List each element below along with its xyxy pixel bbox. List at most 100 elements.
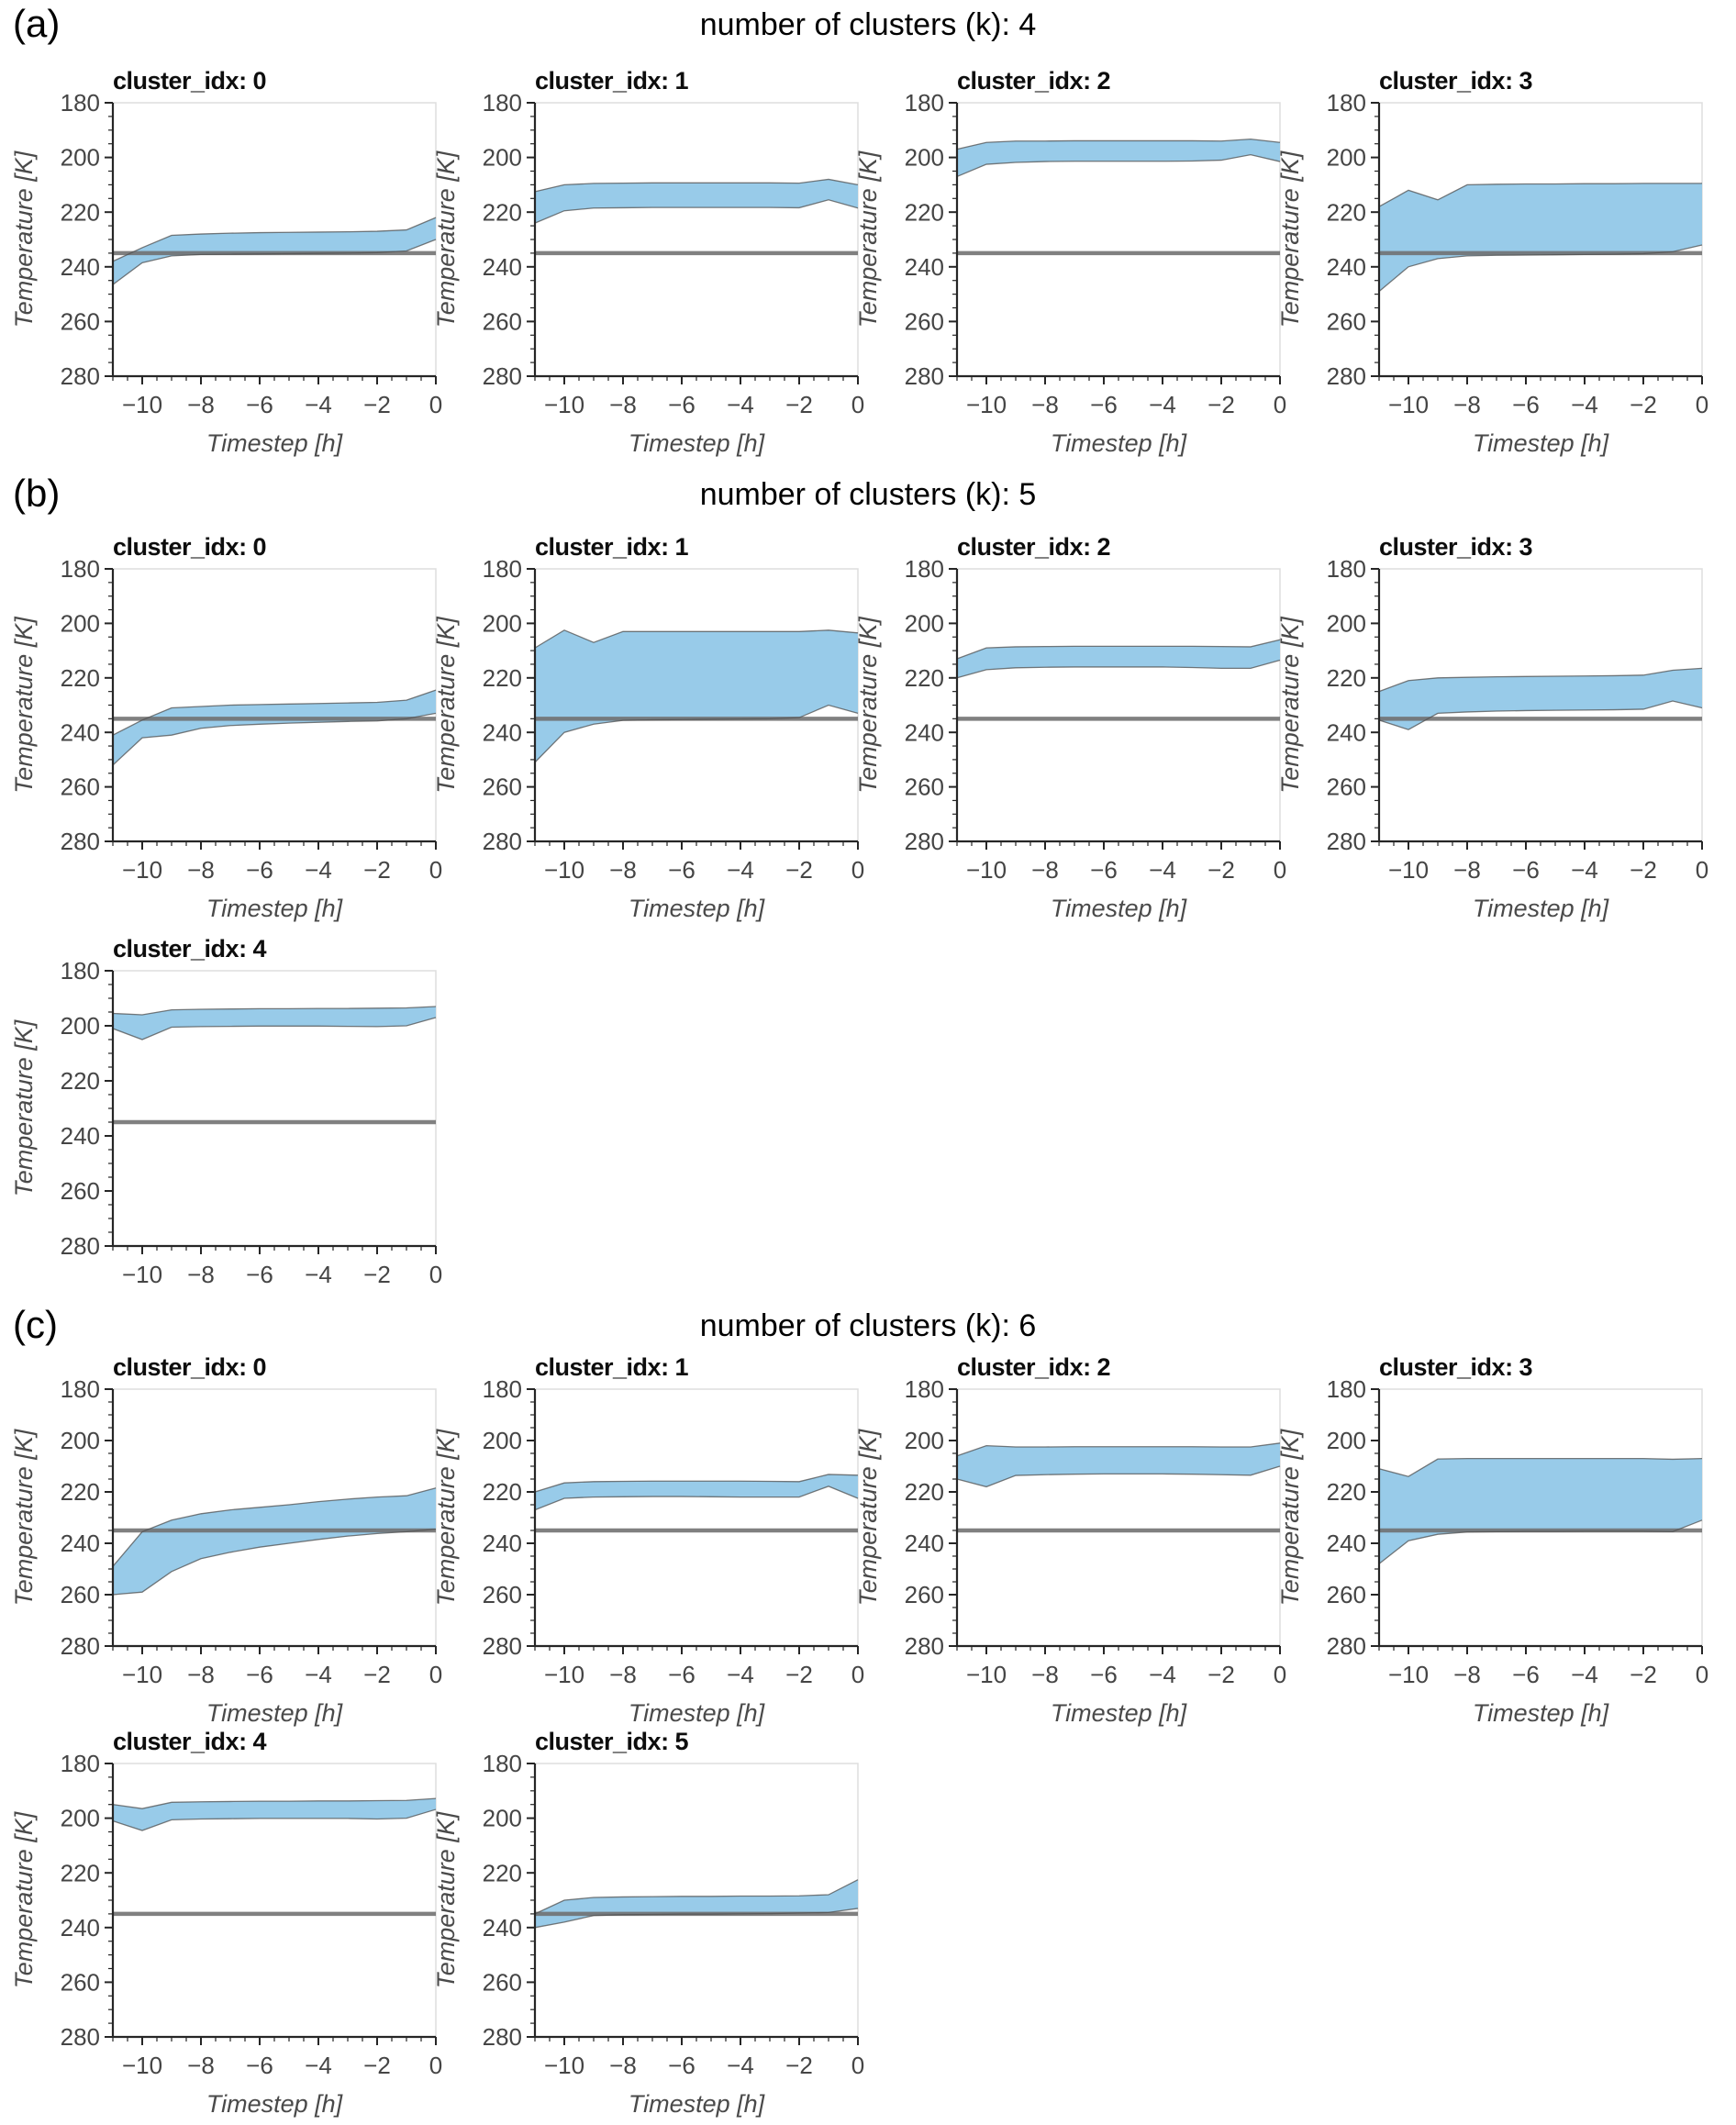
y-tick-label: 180: [905, 1375, 944, 1403]
y-tick-label: 220: [61, 1478, 100, 1506]
y-axis-label: Temperature [K]: [432, 1810, 460, 1988]
y-tick-label: 200: [905, 1427, 944, 1454]
x-axis-label: Timestep [h]: [1473, 429, 1610, 457]
x-tick-label: −10: [544, 1661, 584, 1688]
x-axis-label: Timestep [h]: [206, 429, 344, 457]
temperature-band: [535, 1879, 858, 1928]
x-axis-label: Timestep [h]: [206, 1699, 344, 1727]
y-tick-label: 280: [61, 828, 100, 855]
x-tick-label: −4: [305, 1661, 332, 1688]
x-tick-label: −4: [1571, 1661, 1598, 1688]
y-tick-label: 240: [905, 1530, 944, 1557]
subplot-title: cluster_idx: 3: [1379, 1353, 1533, 1381]
y-tick-label: 260: [483, 773, 522, 801]
x-tick-label: −10: [122, 1661, 162, 1688]
subplot-a-cluster-2: 180 200 220 240 260 280 −10 −8 −6 −4 −2 0 cluster_id…: [854, 67, 1286, 457]
y-tick-label: 180: [483, 555, 522, 583]
temperature-band: [957, 640, 1280, 678]
x-tick-label: −10: [122, 391, 162, 418]
x-tick-label: −6: [668, 856, 696, 884]
x-tick-label: −10: [1388, 391, 1429, 418]
y-axis-label: Temperature [K]: [1276, 616, 1304, 794]
x-tick-label: 0: [851, 391, 864, 418]
x-tick-label: −6: [1512, 391, 1540, 418]
y-tick-label: 240: [61, 1122, 100, 1150]
y-tick-label: 220: [905, 198, 944, 226]
x-tick-label: −8: [1453, 391, 1481, 418]
y-tick-label: 220: [483, 1478, 522, 1506]
temperature-band: [1379, 668, 1702, 730]
y-axis-label: Temperature [K]: [10, 150, 38, 328]
y-tick-label: 260: [483, 1969, 522, 1997]
x-tick-label: −4: [727, 856, 754, 884]
x-tick-label: −4: [1149, 391, 1176, 418]
y-tick-label: 220: [61, 1859, 100, 1886]
x-tick-label: 0: [1696, 391, 1708, 418]
y-axis-label: Temperature [K]: [1276, 1428, 1304, 1606]
subplot-b-cluster-0: 180 200 220 240 260 280 −10 −8 −6 −4 −2 0 cluster_id…: [10, 533, 442, 922]
y-tick-label: 180: [483, 89, 522, 117]
y-tick-label: 280: [483, 2023, 522, 2051]
x-axis-label: Timestep [h]: [1473, 895, 1610, 922]
x-tick-label: −2: [785, 1661, 813, 1688]
x-tick-label: −8: [609, 1661, 637, 1688]
y-tick-label: 200: [905, 610, 944, 638]
subplot-title: cluster_idx: 0: [113, 1353, 266, 1381]
x-tick-label: −8: [1031, 856, 1059, 884]
subplot-b-cluster-2: 180 200 220 240 260 280 −10 −8 −6 −4 −2 0 cluster_id…: [854, 533, 1286, 922]
y-tick-label: 280: [1327, 362, 1366, 390]
y-tick-label: 200: [1327, 1427, 1366, 1454]
subplot-a-cluster-0: 180 200 220 240 260 280 −10 −8 −6 −4 −2 0 cluster_id…: [10, 67, 442, 457]
subplot-b-cluster-4: 180 200 220 240 260 280 −10 −8 −6 −4 −2 0 cluster_id…: [10, 935, 442, 1288]
x-tick-label: −10: [544, 391, 584, 418]
x-tick-label: −2: [363, 2052, 391, 2079]
x-tick-label: 0: [1274, 391, 1286, 418]
x-tick-label: −2: [363, 1261, 391, 1288]
subplot-c-cluster-3: 180 200 220 240 260 280 −10 −8 −6 −4 −2 0 cluster_id…: [1276, 1353, 1708, 1727]
y-tick-label: 180: [905, 555, 944, 583]
y-tick-label: 260: [61, 773, 100, 801]
y-tick-label: 180: [1327, 555, 1366, 583]
y-tick-label: 240: [483, 718, 522, 746]
y-tick-label: 260: [905, 773, 944, 801]
y-tick-label: 180: [61, 1750, 100, 1777]
y-tick-label: 240: [61, 1914, 100, 1941]
y-tick-label: 220: [483, 1859, 522, 1886]
subplot-title: cluster_idx: 2: [957, 1353, 1110, 1381]
x-tick-label: 0: [429, 391, 442, 418]
x-tick-label: −10: [966, 856, 1007, 884]
y-tick-label: 260: [1327, 308, 1366, 336]
y-tick-label: 220: [61, 198, 100, 226]
subplot-title: cluster_idx: 4: [113, 935, 267, 962]
y-tick-label: 260: [1327, 1581, 1366, 1608]
y-axis-label: Temperature [K]: [854, 1428, 882, 1606]
x-axis-label: Timestep [h]: [629, 895, 766, 922]
x-tick-label: 0: [429, 1261, 442, 1288]
temperature-band: [1379, 1458, 1702, 1564]
x-tick-label: −10: [966, 1661, 1007, 1688]
x-tick-label: −6: [246, 391, 273, 418]
panel-a-header: number of clusters (k): 4: [699, 7, 1037, 42]
x-axis-label: Timestep [h]: [206, 895, 344, 922]
x-tick-label: −4: [305, 2052, 332, 2079]
x-tick-label: −8: [1031, 1661, 1059, 1688]
y-tick-label: 260: [61, 1581, 100, 1608]
x-tick-label: −2: [363, 856, 391, 884]
y-tick-label: 240: [483, 253, 522, 281]
x-tick-label: 0: [429, 856, 442, 884]
y-tick-label: 200: [61, 144, 100, 172]
x-tick-label: −10: [1388, 856, 1429, 884]
y-tick-label: 200: [1327, 610, 1366, 638]
subplot-c-cluster-5: 180 200 220 240 260 280 −10 −8 −6 −4 −2 0 cluster_id…: [432, 1728, 864, 2118]
x-tick-label: −6: [668, 1661, 696, 1688]
y-tick-label: 220: [61, 664, 100, 692]
x-tick-label: −2: [363, 391, 391, 418]
y-tick-label: 180: [483, 1375, 522, 1403]
subplot-a-cluster-1: 180 200 220 240 260 280 −10 −8 −6 −4 −2 0 cluster_id…: [432, 67, 864, 457]
x-tick-label: −2: [363, 1661, 391, 1688]
y-tick-label: 180: [483, 1750, 522, 1777]
x-tick-label: −10: [544, 856, 584, 884]
subplot-title: cluster_idx: 3: [1379, 533, 1533, 561]
temperature-band: [113, 690, 436, 765]
x-tick-label: −8: [1453, 856, 1481, 884]
